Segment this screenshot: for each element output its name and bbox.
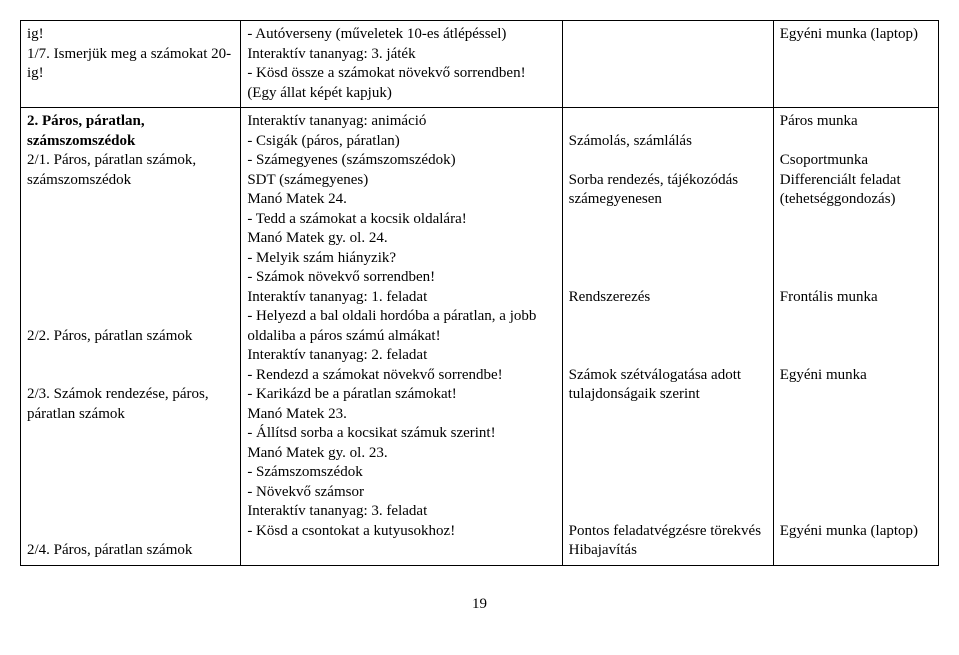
page-number: 19 bbox=[20, 596, 939, 613]
table-row: 2. Páros, páratlan, számszomszédok 2/1. … bbox=[21, 108, 939, 566]
cell-topic: 2. Páros, páratlan, számszomszédok 2/1. … bbox=[21, 108, 241, 566]
cell-competence: Számolás, számlálás Sorba rendezés, tájé… bbox=[562, 108, 773, 566]
cell-text: Páros munka Csoportmunka Differenciált f… bbox=[780, 112, 932, 541]
cell-workform: Páros munka Csoportmunka Differenciált f… bbox=[773, 108, 938, 566]
cell-text: 2/1. Páros, páratlan számok, számszomszé… bbox=[27, 151, 234, 561]
cell-text: Egyéni munka (laptop) bbox=[780, 25, 932, 45]
cell-text: ig! 1/7. Ismerjük meg a számokat 20-ig! bbox=[27, 25, 234, 84]
section-heading: 2. Páros, páratlan, számszomszédok bbox=[27, 112, 234, 151]
cell-activity: Interaktív tananyag: animáció - Csigák (… bbox=[241, 108, 562, 566]
cell-text: Interaktív tananyag: animáció - Csigák (… bbox=[247, 112, 555, 541]
cell-workform: Egyéni munka (laptop) bbox=[773, 21, 938, 108]
cell-activity: - Autóverseny (műveletek 10-es átlépésse… bbox=[241, 21, 562, 108]
cell-text: Számolás, számlálás Sorba rendezés, tájé… bbox=[569, 112, 767, 561]
cell-topic: ig! 1/7. Ismerjük meg a számokat 20-ig! bbox=[21, 21, 241, 108]
table-row: ig! 1/7. Ismerjük meg a számokat 20-ig! … bbox=[21, 21, 939, 108]
cell-competence bbox=[562, 21, 773, 108]
cell-text: - Autóverseny (műveletek 10-es átlépésse… bbox=[247, 25, 555, 103]
lesson-table: ig! 1/7. Ismerjük meg a számokat 20-ig! … bbox=[20, 20, 939, 566]
